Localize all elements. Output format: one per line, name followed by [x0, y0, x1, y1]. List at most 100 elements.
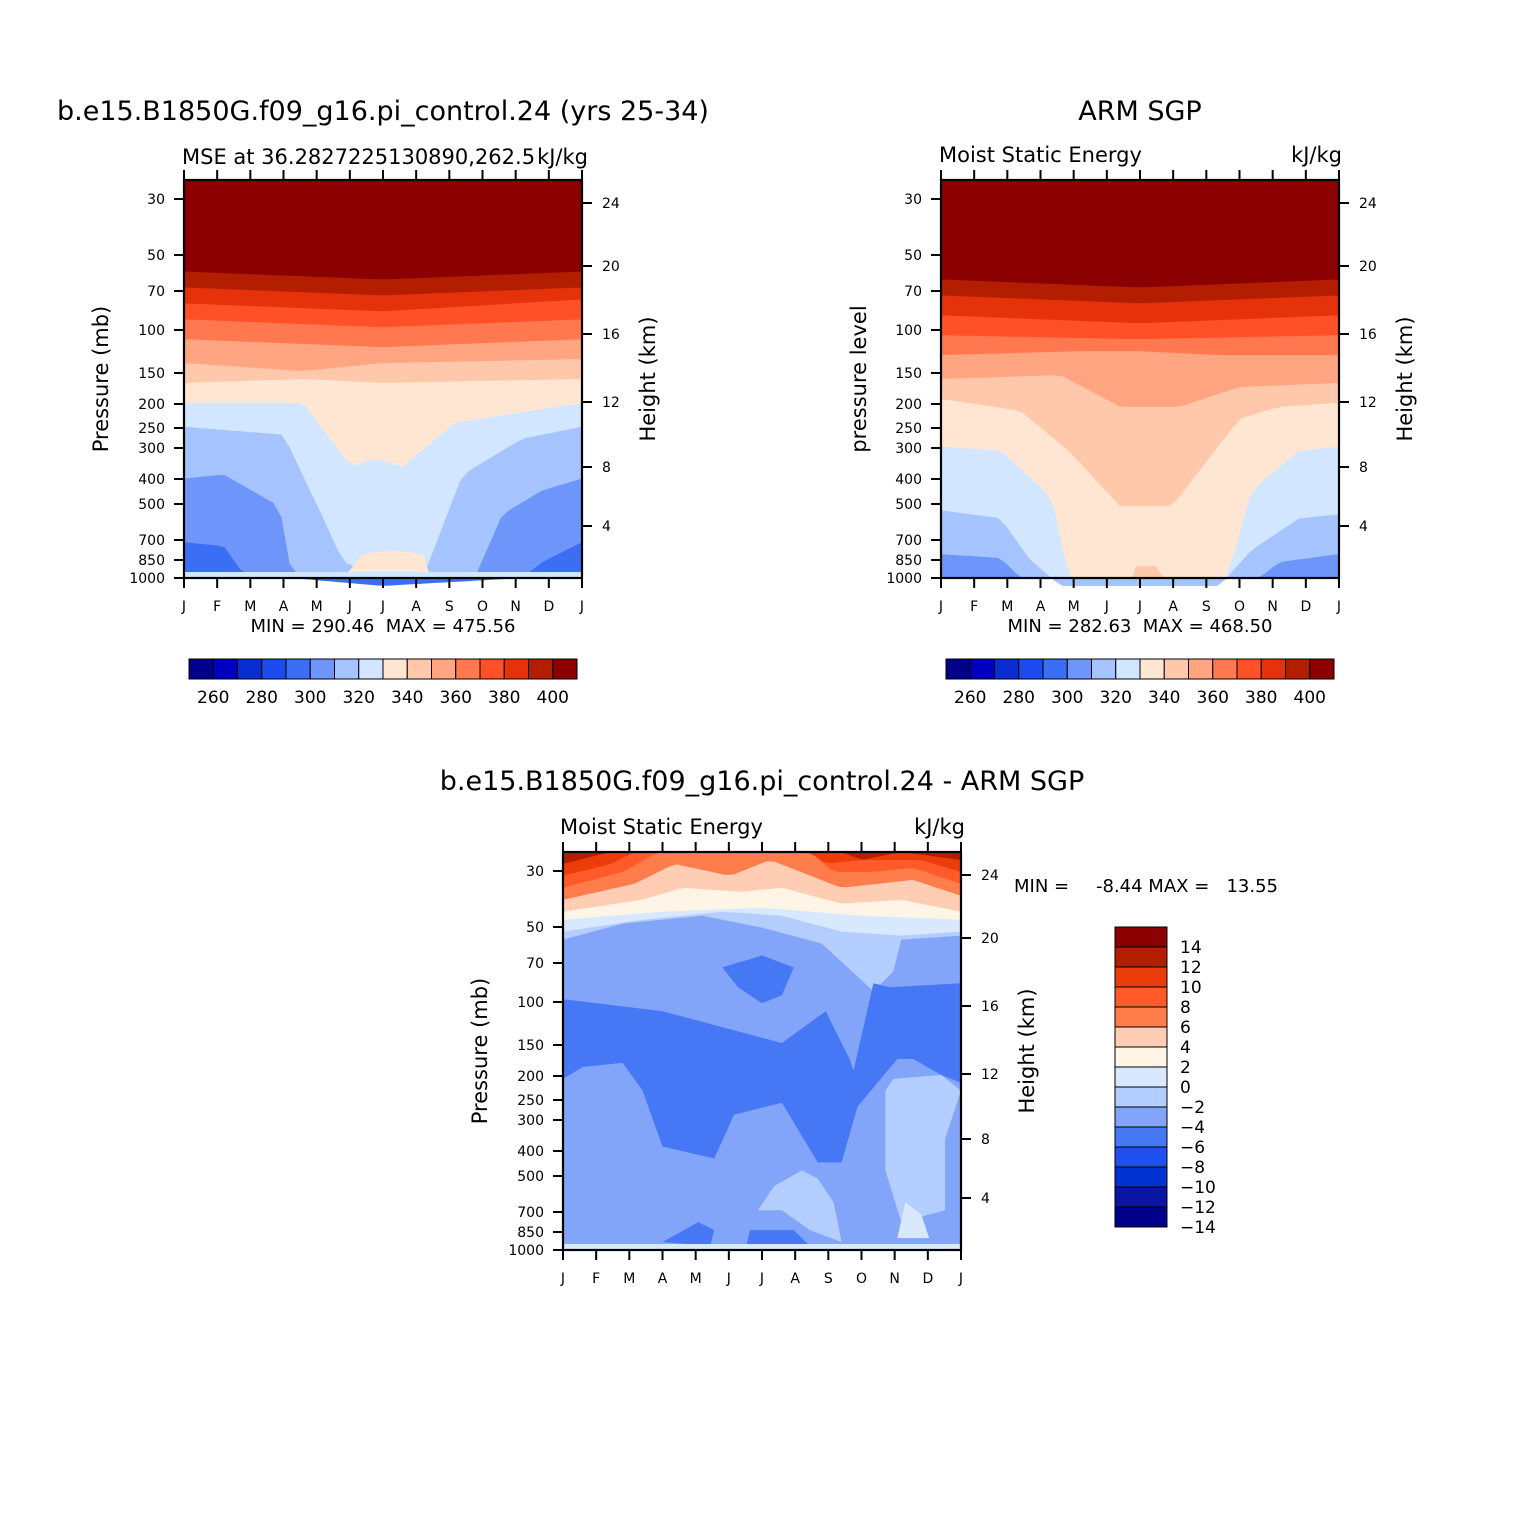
x-tick-label: N: [510, 599, 520, 615]
y-tick-label: 100: [517, 995, 544, 1011]
contour-band: [1088, 530, 1192, 578]
colorbar-label: −4: [1180, 1118, 1205, 1138]
x-tick-label: F: [970, 599, 978, 615]
x-tick-label: N: [1267, 599, 1277, 615]
x-tick-label: D: [543, 599, 554, 615]
y-tick-label: 400: [895, 472, 922, 488]
x-tick-label: J: [938, 599, 943, 615]
y-tick-label: 500: [517, 1169, 544, 1185]
min-label: MIN =: [1014, 876, 1069, 897]
contour-region: [662, 1222, 715, 1246]
colorbar-label: 360: [440, 688, 472, 708]
colorbar-label: 260: [954, 688, 986, 708]
contour-region: [563, 983, 961, 1163]
contour-region: [563, 852, 961, 864]
colorbar-label: −14: [1180, 1218, 1216, 1238]
colorbar-box: [1042, 658, 1068, 680]
y-tick-label: 250: [517, 1093, 544, 1109]
x-tick-label: F: [213, 599, 221, 615]
x-tick-label: J: [1336, 599, 1341, 615]
colorbar-box: [1114, 1106, 1168, 1128]
x-tick-label: J: [181, 599, 186, 615]
colorbar-label: 300: [1051, 688, 1083, 708]
colorbar-label: 2: [1180, 1058, 1191, 1078]
y-tick-label: 100: [138, 323, 165, 339]
panel-title: b.e15.B1850G.f09_g16.pi_control.24 - ARM…: [440, 766, 1084, 797]
y-tick-label: 1000: [129, 571, 165, 587]
x-tick-label: S: [445, 599, 454, 615]
colorbar-label: −10: [1180, 1178, 1216, 1198]
y-tick-label: 100: [895, 323, 922, 339]
x-tick-label: S: [1202, 599, 1211, 615]
x-tick-label: M: [623, 1271, 635, 1287]
colorbar-box: [212, 658, 238, 680]
y2-tick-label: 20: [602, 259, 620, 275]
colorbar-box: [431, 658, 457, 680]
panel-left-label: MSE at 36.2827225130890,262.5: [182, 145, 535, 169]
y-tick-label: 50: [147, 248, 165, 264]
colorbar-box: [994, 658, 1020, 680]
colorbar-label: 4: [1180, 1038, 1191, 1058]
contour-plot: J F M A M J J A S O N D J 30 50 70 100 150 200 250 300 400 500…: [508, 842, 999, 1287]
colorbar-box: [334, 658, 360, 680]
contour-region: [746, 1230, 810, 1246]
y2-tick-label: 16: [602, 327, 620, 343]
y-tick-label: 30: [904, 192, 922, 208]
y-tick-label: 70: [147, 284, 165, 300]
y-tick-label: 150: [517, 1038, 544, 1054]
colorbar-label: 340: [1148, 688, 1180, 708]
x-tick-label: J: [958, 1271, 963, 1287]
contour-band: [941, 446, 1339, 578]
contour-band: [343, 550, 431, 578]
colorbar-box: [1114, 1086, 1168, 1108]
y2-tick-label: 4: [1359, 519, 1368, 535]
colorbar-box: [1114, 966, 1168, 988]
y-tick-label: 700: [517, 1205, 544, 1221]
colorbar-label: 380: [488, 688, 520, 708]
x-tick-label: M: [690, 1271, 702, 1287]
colorbar-box: [1114, 1186, 1168, 1208]
x-tick-label: A: [658, 1271, 668, 1287]
colorbar-box: [1188, 658, 1214, 680]
x-tick-label: J: [1104, 599, 1109, 615]
colorbar-box: [1114, 926, 1168, 948]
y-tick-label: 300: [517, 1113, 544, 1129]
x-tick-label: F: [592, 1271, 600, 1287]
colorbar-label: 320: [343, 688, 375, 708]
colorbar-box: [358, 658, 384, 680]
y2-axis-title: Height (km): [636, 316, 660, 441]
colorbar-box: [1309, 658, 1335, 680]
colorbar-box: [1091, 658, 1117, 680]
colorbar-box: [1260, 658, 1286, 680]
panel-left-label: Moist Static Energy: [560, 815, 763, 839]
colorbar-box: [1114, 1126, 1168, 1148]
panel-units-label: kJ/kg: [537, 145, 588, 169]
colorbar: 260 280 300 320 340 360 380 400: [188, 658, 578, 708]
x-tick-label: A: [1168, 599, 1178, 615]
y-axis-title: pressure level: [847, 305, 871, 452]
x-tick-label: A: [411, 599, 421, 615]
x-tick-label: J: [380, 599, 385, 615]
colorbar-box: [528, 658, 554, 680]
colorbar-box: [188, 658, 214, 680]
panel-difference: b.e15.B1850G.f09_g16.pi_control.24 - ARM…: [440, 766, 1278, 1287]
colorbar-label: −8: [1180, 1158, 1205, 1178]
y2-tick-label: 16: [1359, 327, 1377, 343]
colorbar-box: [1114, 986, 1168, 1008]
y-tick-label: 300: [138, 441, 165, 457]
colorbar-box: [237, 658, 263, 680]
y2-tick-label: 24: [1359, 196, 1377, 212]
x-tick-label: J: [759, 1271, 764, 1287]
x-tick-label: O: [1234, 599, 1245, 615]
y-tick-label: 30: [526, 864, 544, 880]
y2-axis-title: Height (km): [1015, 988, 1039, 1113]
y2-tick-label: 20: [981, 931, 999, 947]
panel-title: b.e15.B1850G.f09_g16.pi_control.24 (yrs …: [57, 96, 709, 127]
x-tick-label: J: [560, 1271, 565, 1287]
y-tick-label: 700: [138, 533, 165, 549]
x-tick-label: O: [856, 1271, 867, 1287]
y-tick-label: 300: [895, 441, 922, 457]
colorbar-label: 280: [246, 688, 278, 708]
colorbar-label: 14: [1180, 938, 1202, 958]
